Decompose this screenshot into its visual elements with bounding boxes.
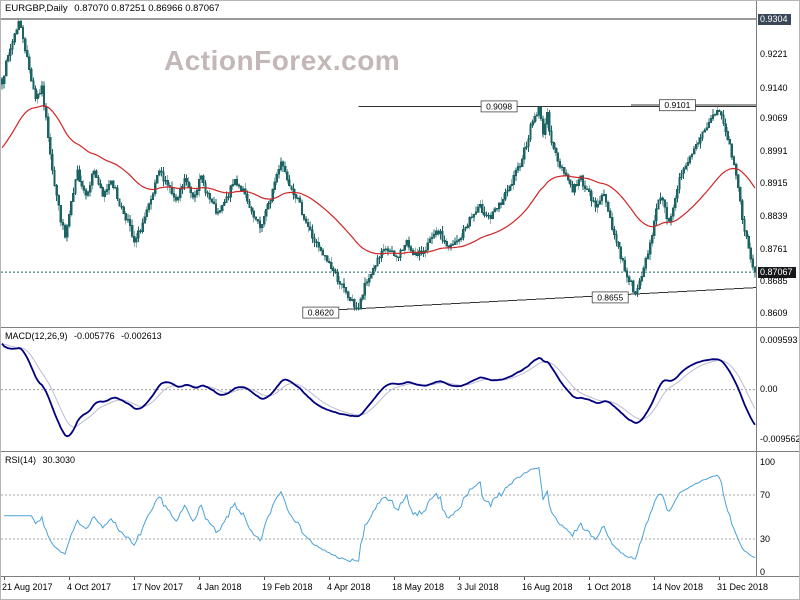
panel-separator[interactable] — [1, 451, 799, 452]
panel-separator[interactable] — [1, 576, 799, 577]
price-axis-tick: 0.9140 — [760, 83, 788, 93]
symbol-period-label: EURGBP,Daily — [5, 3, 68, 14]
time-tick — [134, 577, 135, 580]
time-tick — [69, 577, 70, 580]
time-axis-label: 19 Feb 2018 — [262, 582, 313, 592]
svg-text:0.9101: 0.9101 — [664, 100, 690, 110]
time-tick — [199, 577, 200, 580]
time-tick — [264, 577, 265, 580]
time-axis-label: 17 Nov 2017 — [132, 582, 184, 592]
price-axis-tick: 0.9221 — [760, 49, 788, 59]
time-tick — [394, 577, 395, 580]
rsi-axis-tick: 70 — [760, 490, 771, 500]
rsi-indicator-label: RSI(14) 30.3030 — [5, 455, 79, 465]
time-axis-label: 4 Jan 2018 — [197, 582, 242, 592]
rsi-axis-tick: 30 — [760, 534, 771, 544]
watermark: ActionForex.com — [164, 45, 401, 76]
svg-text:0.8620: 0.8620 — [308, 308, 334, 318]
time-tick — [654, 577, 655, 580]
time-axis-label: 3 Jul 2018 — [457, 582, 499, 592]
price-axis-tick: 0.8609 — [760, 308, 788, 318]
price-level-label: 0.8655 — [591, 291, 629, 304]
time-axis-label: 4 Apr 2018 — [327, 582, 371, 592]
rsi-name: RSI(14) — [5, 455, 37, 465]
time-tick — [459, 577, 460, 580]
macd-panel[interactable] — [1, 328, 756, 451]
ohlc-values: 0.87070 0.87251 0.86966 0.87067 — [74, 3, 220, 14]
price-axis-tick: 0.8991 — [760, 146, 788, 156]
price-axis-tick: 0.9069 — [760, 113, 788, 123]
price-axis-tick: 0.8685 — [760, 276, 788, 286]
time-tick — [719, 577, 720, 580]
price-axis-tick: 0.8915 — [760, 178, 788, 188]
price-axis-tick: 0.8839 — [760, 211, 788, 221]
time-axis-label: 16 Aug 2018 — [522, 582, 573, 592]
price-axis: 0.9304 0.9221 0.9140 0.9069 0.8991 0.8915 0.88… — [756, 1, 800, 577]
price-chart-panel[interactable]: 0.9098 0.9101 0.8620 0.8655 — [1, 1, 756, 327]
price-axis-badge: 0.9304 — [758, 14, 791, 25]
time-axis: 21 Aug 2017 4 Oct 2017 17 Nov 2017 4 Jan 20… — [1, 577, 799, 599]
time-tick — [329, 577, 330, 580]
macd-signal-value: -0.002613 — [121, 331, 162, 341]
svg-text:0.9098: 0.9098 — [486, 101, 512, 111]
chart-title: EURGBP,Daily 0.87070 0.87251 0.86966 0.8… — [5, 3, 224, 14]
macd-axis-tick: 0.009593 — [760, 335, 798, 345]
time-axis-label: 21 Aug 2017 — [2, 582, 53, 592]
price-level-label: 0.9098 — [480, 100, 518, 113]
macd-axis-tick: 0.00 — [760, 384, 778, 394]
panel-separator[interactable] — [1, 327, 799, 328]
time-axis-label: 18 May 2018 — [392, 582, 445, 592]
svg-text:0.8655: 0.8655 — [597, 292, 623, 302]
macd-value: -0.005776 — [74, 331, 115, 341]
price-axis-badge: 0.87067 — [758, 267, 796, 278]
price-level-label: 0.9101 — [659, 99, 696, 112]
time-axis-label: 31 Dec 2018 — [717, 582, 769, 592]
time-tick — [524, 577, 525, 580]
price-level-label: 0.8620 — [302, 306, 340, 319]
time-tick — [4, 577, 5, 580]
time-axis-label: 1 Oct 2018 — [587, 582, 632, 592]
price-axis-tick: 0.8761 — [760, 244, 788, 254]
rsi-axis-tick: 0 — [760, 567, 766, 577]
rsi-value: 30.3030 — [42, 455, 76, 465]
rsi-axis-tick: 100 — [760, 457, 776, 467]
time-axis-label: 14 Nov 2018 — [652, 582, 704, 592]
macd-indicator-label: MACD(12,26,9) -0.005776 -0.002613 — [5, 331, 166, 341]
macd-axis-tick: -0.009562 — [760, 434, 800, 444]
time-tick — [589, 577, 590, 580]
time-axis-label: 4 Oct 2017 — [67, 582, 112, 592]
macd-name: MACD(12,26,9) — [5, 331, 68, 341]
rsi-panel[interactable] — [1, 452, 756, 576]
